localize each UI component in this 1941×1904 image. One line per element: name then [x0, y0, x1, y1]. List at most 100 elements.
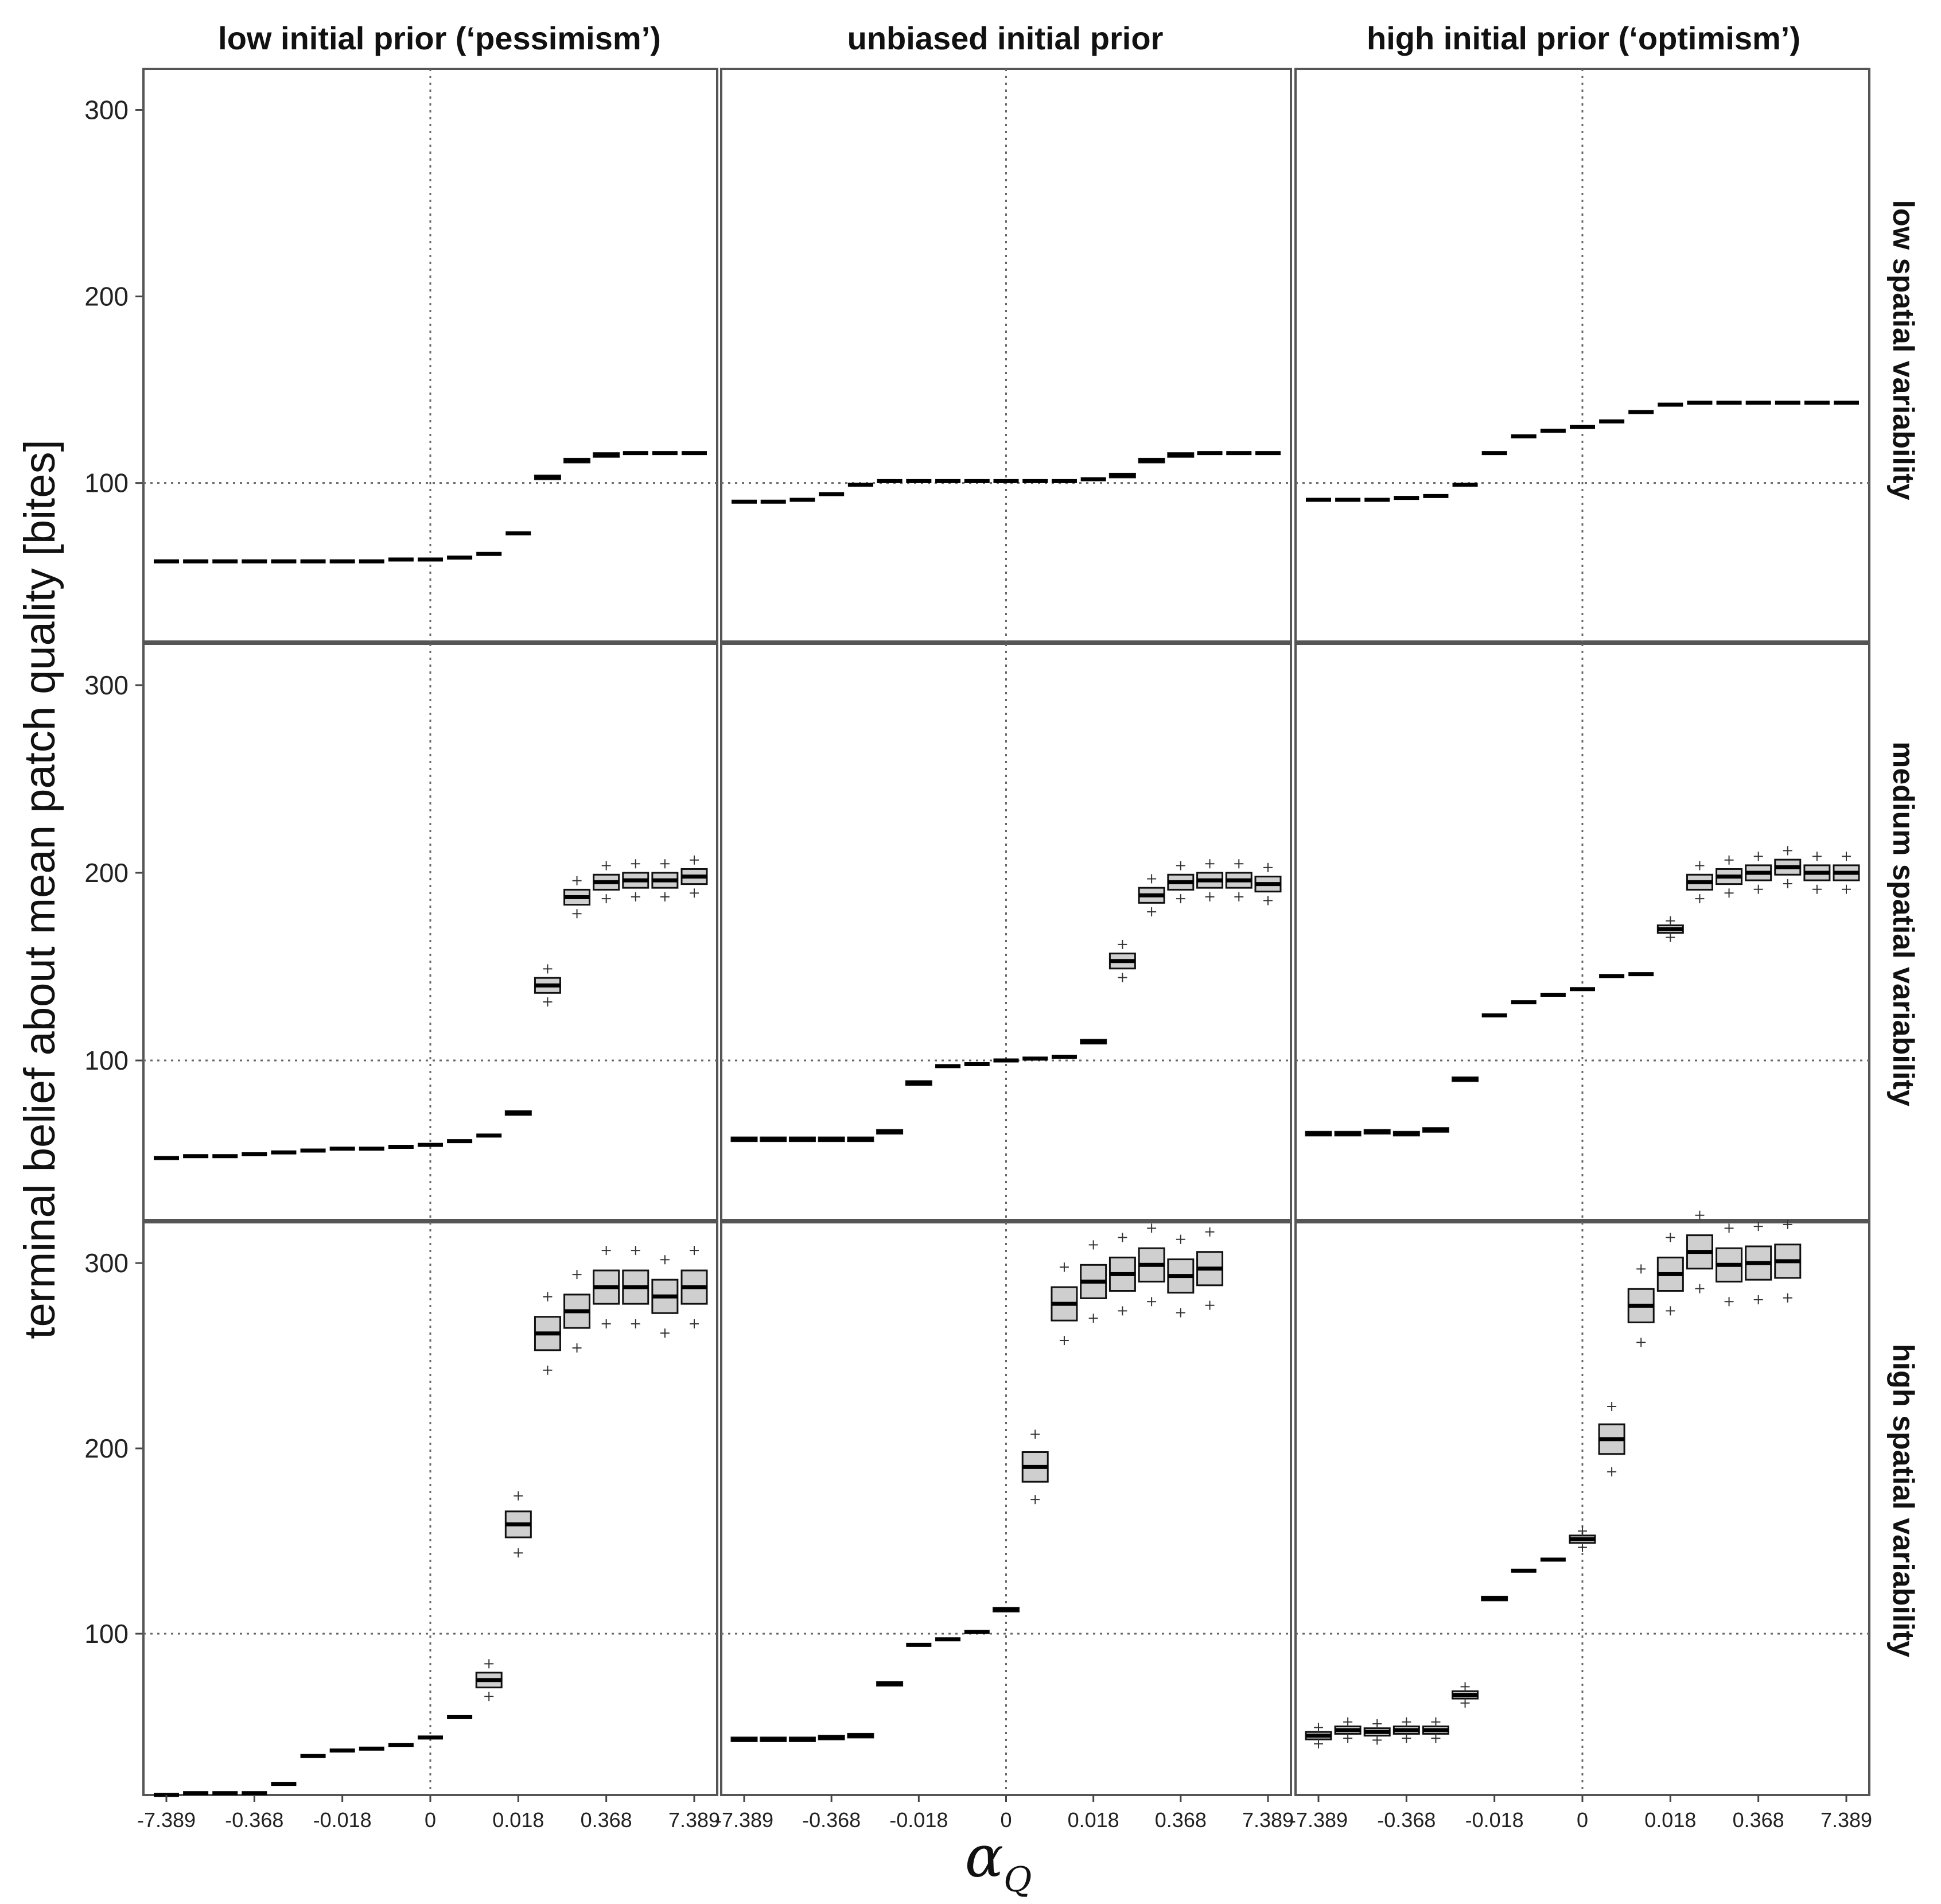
- box-mark: [534, 475, 561, 480]
- x-tick-label: -0.018: [1465, 1808, 1524, 1832]
- box-mark: [504, 1491, 532, 1558]
- box-mark: [1196, 1227, 1224, 1310]
- col-title-pessimism: low initial prior (‘pessimism’): [218, 20, 661, 56]
- box-mark: [818, 1136, 845, 1143]
- box-mark: [788, 1136, 816, 1143]
- box-mark: [993, 1607, 1020, 1612]
- box-mark: [1254, 862, 1282, 906]
- box-mark: [563, 876, 591, 919]
- box-mark: [680, 855, 708, 898]
- box-mark: [1167, 452, 1195, 458]
- x-tick-label: 7.389: [1821, 1808, 1872, 1832]
- panel-r3-c3: -7.389 -0.368 -0.018 0 0.018 0.368 7.389: [1289, 1210, 1872, 1832]
- box-mark: [1305, 1130, 1332, 1137]
- box-mark: [788, 1736, 816, 1742]
- panel-frame: [142, 1221, 718, 1796]
- row-title-high-variability: high spatial variability: [1886, 1344, 1920, 1657]
- panel-r2-c1: [142, 643, 718, 1221]
- x-tick-label: 0.368: [1733, 1808, 1784, 1832]
- box-mark: [1363, 1719, 1391, 1745]
- box-mark: [1627, 1264, 1655, 1347]
- box-mark: [1138, 1223, 1165, 1307]
- box-mark: [1569, 1526, 1596, 1552]
- row-title-medium-variability: medium spatial variability: [1886, 741, 1920, 1106]
- box-mark: [730, 1736, 758, 1742]
- box-mark: [847, 1732, 874, 1739]
- box-mark: [1021, 1429, 1049, 1505]
- x-tick-label: -7.389: [715, 1808, 773, 1832]
- panel-frame: [1294, 1221, 1870, 1796]
- box-mark: [593, 1246, 620, 1328]
- x-tick-label: 7.389: [1242, 1808, 1294, 1832]
- box-mark: [760, 1136, 787, 1143]
- box-mark: [534, 1292, 561, 1375]
- x-axis-label-symbol: α: [965, 1823, 1004, 1890]
- panel-r1-c1: [142, 68, 718, 643]
- panel-frame: [720, 1221, 1292, 1796]
- x-tick-label: -0.368: [225, 1808, 283, 1832]
- box-mark: [1392, 1130, 1420, 1137]
- box-mark: [876, 1681, 904, 1687]
- box-mark: [1108, 472, 1136, 479]
- panel-frame: [720, 68, 1292, 643]
- row-title-low-variability: low spatial variability: [1886, 200, 1920, 500]
- box-mark: [1598, 1402, 1625, 1476]
- box-mark: [1452, 1682, 1479, 1708]
- box-mark: [1833, 852, 1860, 894]
- box-mark: [876, 1129, 904, 1135]
- box-mark: [680, 1246, 708, 1328]
- box-mark: [1774, 1219, 1802, 1303]
- box-mark: [1167, 861, 1195, 904]
- box-mark: [1225, 859, 1252, 902]
- box-mark: [504, 1110, 532, 1116]
- x-tick-label: 0: [425, 1808, 436, 1832]
- box-mark: [1481, 1595, 1508, 1602]
- y-tick-label: 100: [84, 1619, 129, 1649]
- x-tick-label: -0.018: [313, 1808, 372, 1832]
- box-mark: [818, 1735, 845, 1740]
- col-title-optimism: high initial prior (‘optimism’): [1367, 20, 1800, 56]
- box-mark: [622, 859, 649, 902]
- box-mark: [1392, 1717, 1420, 1743]
- x-tick-label: -0.368: [1377, 1808, 1436, 1832]
- box-mark: [1196, 859, 1224, 902]
- x-tick-label: -7.389: [1289, 1808, 1348, 1832]
- panel-r1-c2: [720, 68, 1292, 643]
- panel-r1-c3: [1294, 68, 1870, 643]
- box-mark: [1051, 1262, 1078, 1346]
- y-tick-label: 100: [84, 1046, 129, 1075]
- x-axis-label-subscript: Q: [1003, 1860, 1032, 1900]
- x-tick-label: 0.018: [1068, 1808, 1119, 1832]
- x-tick-label: -0.368: [802, 1808, 861, 1832]
- box-mark: [1138, 457, 1165, 464]
- col-title-unbiased: unbiased initial prior: [847, 20, 1164, 56]
- box-mark: [593, 452, 620, 458]
- box-mark: [651, 859, 679, 902]
- x-tick-label: 0: [1000, 1808, 1012, 1832]
- y-tick-label: 200: [84, 858, 129, 888]
- x-tick-label: 0: [1577, 1808, 1588, 1832]
- box-mark: [593, 861, 620, 904]
- y-tick-label: 200: [84, 282, 129, 312]
- box-mark: [1686, 1210, 1713, 1293]
- box-mark: [651, 1255, 679, 1338]
- box-mark: [563, 457, 591, 464]
- y-tick-label: 300: [84, 670, 129, 700]
- y-tick-label: 100: [84, 468, 129, 498]
- box-mark: [534, 964, 561, 1007]
- box-mark: [1716, 1223, 1743, 1307]
- x-tick-label: -0.018: [889, 1808, 948, 1832]
- box-mark: [1334, 1130, 1362, 1137]
- box-mark: [1716, 855, 1743, 898]
- x-tick-label: 0.018: [1644, 1808, 1696, 1832]
- box-mark: [1422, 1717, 1449, 1743]
- box-mark: [1745, 852, 1772, 894]
- box-mark: [622, 1246, 649, 1328]
- x-tick-label: -7.389: [137, 1808, 196, 1832]
- box-mark: [1803, 852, 1831, 894]
- box-mark: [1080, 1039, 1107, 1045]
- box-mark: [1305, 1723, 1332, 1748]
- box-mark: [730, 1136, 758, 1143]
- box-mark: [1422, 1127, 1449, 1133]
